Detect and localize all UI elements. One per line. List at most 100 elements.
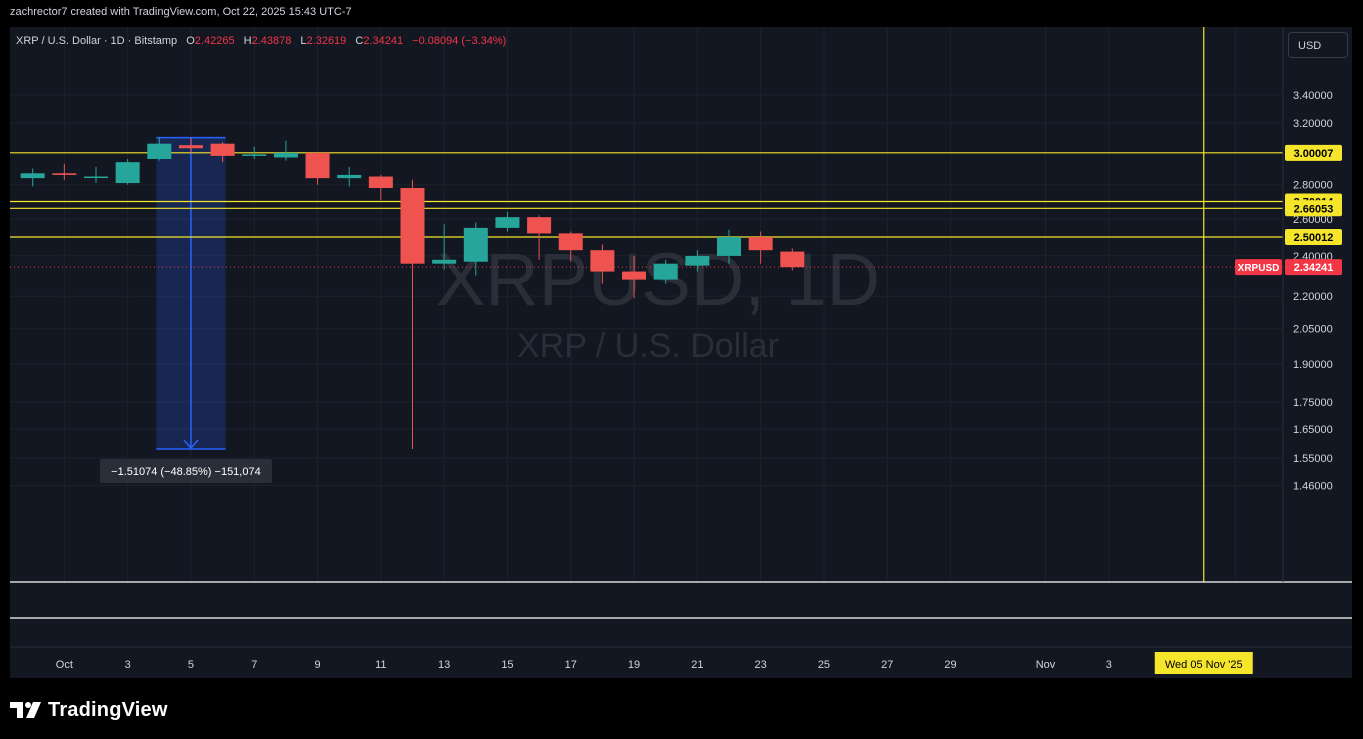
legend-high-label: H	[243, 35, 252, 47]
time-axis-tick: 17	[565, 659, 577, 671]
lower-pane	[10, 582, 1352, 647]
legend-open-value: 2.42265	[194, 35, 235, 47]
candle-body	[84, 176, 108, 179]
date-tag-text: Wed 05 Nov '25	[1165, 659, 1243, 671]
candle[interactable]	[780, 248, 805, 271]
price-level-tag-text: 2.50012	[1294, 232, 1334, 244]
candle[interactable]	[115, 159, 140, 185]
candle[interactable]	[748, 231, 773, 264]
candles	[20, 137, 805, 450]
time-axis-tick: 7	[251, 659, 257, 671]
measure-label-bg	[99, 459, 272, 484]
price-level-tag: 2.50012	[1285, 229, 1342, 246]
candle[interactable]	[273, 140, 298, 161]
candle[interactable]	[84, 166, 108, 184]
candle-body	[305, 152, 330, 179]
candle[interactable]	[147, 137, 172, 161]
time-axis-tick: 13	[438, 659, 450, 671]
candle-body	[463, 227, 488, 262]
legend-change-value: −0.08094 (−3.34%)	[412, 35, 507, 47]
candle-body	[558, 233, 583, 251]
price-level-tag-bg	[1285, 200, 1342, 217]
legend-low-value: 2.32619	[306, 35, 347, 47]
price-axis-tick: 1.55000	[1293, 453, 1333, 465]
price-axis-tick: 1.65000	[1293, 424, 1333, 436]
time-axis-tick: 15	[501, 659, 513, 671]
price-level-tag-bg	[1285, 144, 1342, 161]
candle[interactable]	[368, 174, 393, 200]
candle[interactable]	[590, 244, 615, 284]
candle-body	[780, 251, 805, 268]
price-level-tag-text: 3.00007	[1294, 148, 1334, 160]
candle-body	[432, 259, 457, 264]
watermark-name: XRP / U.S. Dollar	[517, 327, 779, 365]
chart-panel[interactable]: XRPUSD, 1D XRP / U.S. Dollar −1.51074 (−48…	[10, 27, 1352, 678]
candle[interactable]	[653, 259, 678, 284]
time-axis-tick: 11	[375, 659, 386, 671]
candle-body	[115, 162, 140, 184]
candle[interactable]	[685, 250, 710, 272]
candle[interactable]	[400, 179, 425, 450]
current-price-tag-bg	[1285, 259, 1342, 276]
candle-body	[242, 154, 267, 156]
price-axis-tick: 1.90000	[1293, 359, 1333, 371]
candle-body	[527, 217, 552, 234]
legend-low-label: L	[300, 35, 307, 47]
tradingview-logo[interactable]: TradingView	[10, 697, 168, 723]
symbol-tag-text: XRPUSD	[1238, 263, 1280, 274]
candle-body	[685, 255, 710, 266]
currency-button[interactable]: USD	[1288, 32, 1348, 58]
candle[interactable]	[242, 146, 267, 160]
time-axis-tick: Oct	[56, 659, 73, 671]
candle-body	[210, 143, 235, 156]
time-axis-tick: 19	[628, 659, 640, 671]
candle[interactable]	[52, 163, 77, 180]
candle[interactable]	[337, 166, 362, 187]
price-axis-tick: 2.60000	[1293, 214, 1333, 226]
candle[interactable]	[305, 152, 330, 185]
candle[interactable]	[432, 224, 457, 270]
legend-symbol[interactable]: XRP / U.S. Dollar · 1D · Bitstamp	[16, 35, 178, 47]
candle[interactable]	[527, 215, 552, 260]
time-axis-tick: 5	[188, 659, 194, 671]
candle-body	[622, 271, 647, 280]
candle-body	[337, 174, 362, 179]
candle[interactable]	[558, 231, 583, 262]
measure-arrow-head	[183, 439, 199, 450]
price-axis-tick: 2.20000	[1293, 291, 1333, 303]
candle-body	[400, 188, 425, 264]
current-price-tag: XRPUSD 2.34241	[1235, 259, 1342, 276]
candle[interactable]	[210, 142, 235, 163]
candle[interactable]	[178, 137, 203, 153]
time-axis-tick: Nov	[1036, 659, 1056, 671]
price-level-tag-text: 2.66053	[1294, 203, 1334, 215]
candle-body	[748, 237, 773, 251]
symbol-legend[interactable]: XRP / U.S. Dollar · 1D · Bitstamp O2.422…	[16, 35, 506, 47]
candle-body	[178, 145, 203, 149]
candle[interactable]	[622, 255, 647, 299]
candle-body	[20, 173, 45, 179]
time-axis-tick: 23	[755, 659, 767, 671]
price-axis[interactable]: 3.400003.200002.800002.600002.400002.200…	[1293, 90, 1333, 493]
legend-close-label: C	[355, 35, 364, 47]
price-axis-tick: 3.20000	[1293, 118, 1333, 130]
candle[interactable]	[20, 168, 45, 187]
candle-body	[717, 237, 741, 256]
candle-body	[653, 263, 678, 280]
current-price-tag-text: 2.34241	[1294, 262, 1334, 274]
measure-label: −1.51074 (−48.85%) −151,074	[99, 459, 272, 484]
grid-lines	[10, 27, 1283, 582]
legend-open-label: O	[186, 35, 195, 47]
time-axis-tick: 29	[944, 659, 956, 671]
candle[interactable]	[717, 229, 741, 264]
price-level-tag-bg	[1285, 229, 1342, 246]
price-axis-tick: 2.80000	[1293, 180, 1333, 192]
price-axis-tick: 2.05000	[1293, 324, 1333, 336]
candle[interactable]	[495, 211, 520, 232]
time-axis[interactable]: 29Oct357911131517192123252729Nov37	[10, 659, 1239, 671]
candle[interactable]	[463, 222, 488, 276]
price-axis-tick: 3.40000	[1293, 90, 1333, 102]
time-axis-tick: 21	[691, 659, 703, 671]
tradingview-logo-icon	[10, 702, 41, 718]
